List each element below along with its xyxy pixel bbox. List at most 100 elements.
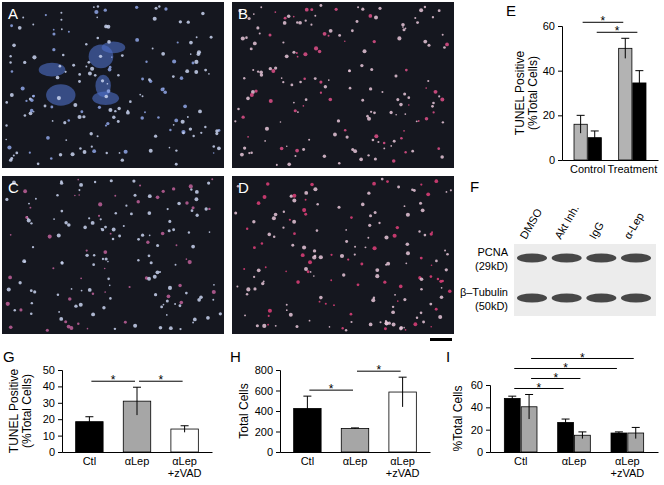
y-tick: 20 [543, 109, 562, 121]
cell-nucleus [22, 259, 26, 263]
cell-nucleus [369, 323, 373, 327]
cell-nucleus [215, 129, 219, 133]
cell-nucleus [303, 52, 307, 56]
cell-nucleus [91, 146, 93, 148]
cell-nucleus [172, 75, 175, 78]
cell-nucleus [22, 16, 24, 18]
cell-nucleus [305, 98, 308, 101]
cell-nucleus [399, 327, 403, 331]
cell-nucleus [130, 212, 133, 215]
cell-nucleus [440, 97, 444, 101]
cell-nucleus [345, 229, 347, 231]
cell-nucleus [285, 271, 287, 273]
error-bar-cap [562, 419, 570, 420]
blot-band [552, 254, 582, 263]
cell-nucleus [370, 111, 372, 113]
cell-nucleus [350, 313, 353, 316]
cell-nucleus [280, 147, 284, 151]
cell-nucleus [24, 261, 26, 263]
cell-nucleus [373, 111, 376, 114]
cell-nucleus [148, 78, 151, 81]
cell-nucleus [213, 152, 215, 154]
cell-nucleus [320, 92, 322, 94]
cell-nucleus [168, 220, 171, 223]
cell-nucleus [172, 59, 176, 63]
cell-nucleus [13, 309, 16, 312]
y-tick-label: 30 [43, 397, 55, 409]
cell-nucleus [166, 314, 168, 316]
cell-nucleus [207, 181, 210, 184]
x-tick: Control [570, 160, 605, 175]
cell-nucleus [340, 254, 344, 258]
cell-nucleus [206, 316, 210, 320]
cell-nucleus [154, 293, 157, 296]
y-tick-mark [276, 411, 280, 412]
cell-nucleus [141, 234, 144, 237]
y-axis-title: %Total Cells [451, 385, 465, 451]
cell-nucleus [310, 24, 312, 26]
cell-nucleus [243, 77, 245, 79]
cell-nucleus [133, 324, 137, 328]
cell-nucleus [427, 44, 430, 47]
cell-nucleus [440, 155, 444, 159]
cell-nucleus [351, 148, 354, 151]
cell-nucleus [381, 178, 384, 181]
cell-nucleus [296, 21, 299, 24]
cell-nucleus [98, 106, 101, 109]
cell-nucleus [305, 199, 307, 201]
cell-nucleus [123, 225, 125, 227]
cell-nucleus [418, 120, 420, 122]
cell-nucleus [328, 79, 330, 81]
cell-nucleus [21, 86, 25, 90]
cell-nucleus [265, 266, 267, 268]
cell-nucleus [5, 101, 8, 104]
cell-nucleus [114, 195, 116, 197]
cell-nucleus [386, 262, 390, 266]
cell-nucleus [234, 120, 236, 122]
cell-nucleus [308, 260, 312, 264]
cell-nucleus [52, 32, 55, 35]
cell-nucleus [106, 152, 108, 154]
y-tick: 10 [43, 430, 62, 442]
cell-nucleus [107, 278, 110, 281]
cell-nucleus [175, 264, 177, 266]
cell-nucleus [173, 124, 175, 126]
cell-nucleus [369, 14, 373, 18]
cell-nucleus [213, 284, 215, 286]
cell-nucleus [257, 268, 261, 272]
cell-nucleus [420, 183, 422, 185]
cell-nucleus [403, 92, 406, 95]
cell-nucleus [82, 115, 85, 118]
cell-nucleus [374, 211, 377, 214]
cell-nucleus [204, 126, 206, 128]
cell-nucleus [7, 287, 11, 291]
cell-nucleus [179, 20, 182, 23]
cell-nucleus [67, 119, 70, 122]
cell-nucleus [180, 76, 184, 80]
cell-nucleus [91, 221, 95, 225]
cell-nucleus [102, 306, 105, 309]
cell-nucleus [403, 28, 406, 31]
y-tick: 40 [543, 65, 562, 77]
cell-nucleus [304, 213, 307, 216]
cell-nucleus [176, 244, 178, 246]
cell-nucleus [399, 326, 403, 330]
cell-nucleus [437, 278, 440, 281]
blot-band [621, 254, 651, 263]
y-tick: 200 [255, 426, 280, 438]
bar-chart: 0204060CtlαLepαLep+zVAD**** [471, 350, 659, 478]
cell-nucleus [289, 313, 293, 317]
cell-nucleus [97, 135, 99, 137]
cell-nucleus [53, 218, 55, 220]
micrograph: B [232, 2, 454, 168]
cell-nucleus [303, 77, 306, 80]
cell-nucleus [181, 130, 185, 134]
cell-nucleus [260, 6, 262, 8]
cell-nucleus [289, 219, 291, 221]
cell-nucleus [319, 296, 323, 300]
error-bar [399, 377, 407, 407]
cell-nucleus [323, 32, 327, 36]
cell-nucleus [30, 312, 33, 315]
micrograph-background [232, 176, 454, 334]
error-bar-stem [402, 377, 403, 407]
